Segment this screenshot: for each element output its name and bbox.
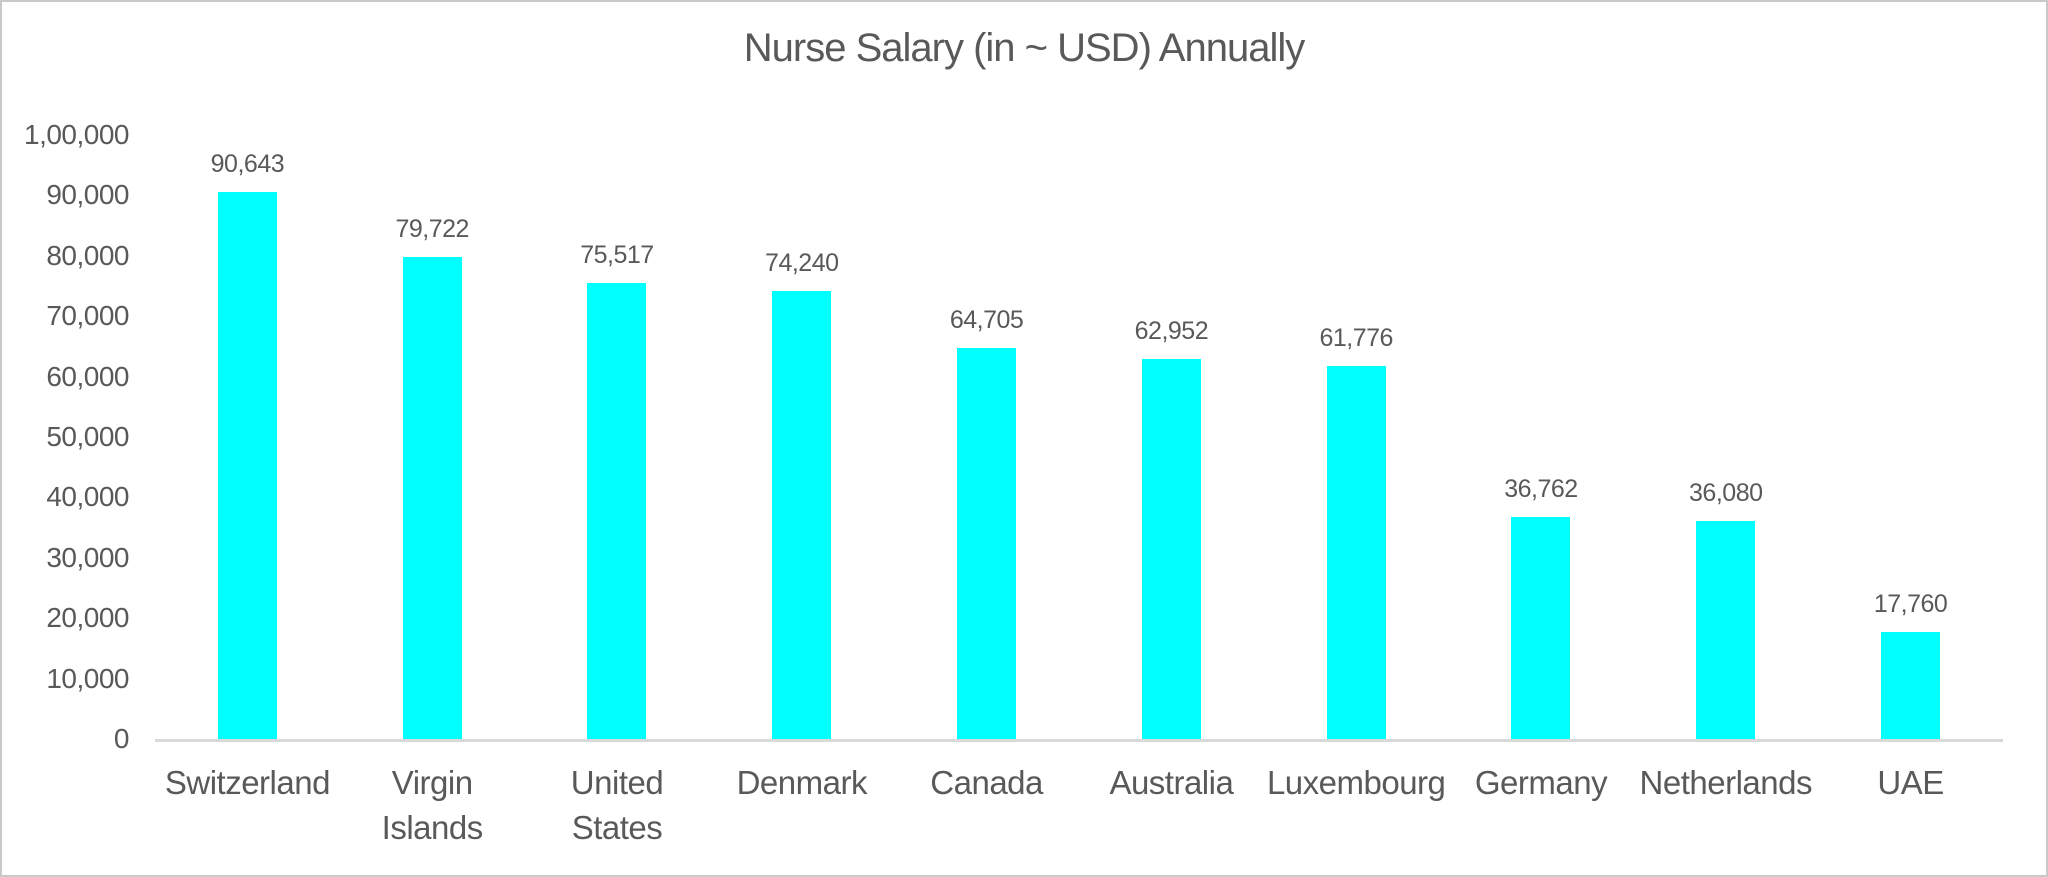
- bar-value-label: 61,776: [1319, 323, 1393, 352]
- x-category-label: Australia: [1109, 764, 1234, 801]
- bar: [772, 290, 832, 739]
- y-tick-label: 80,000: [46, 239, 129, 271]
- y-tick-label: 40,000: [46, 481, 129, 513]
- bar-value-label: 90,643: [210, 149, 285, 178]
- bar: [1696, 521, 1756, 739]
- y-tick-label: 50,000: [46, 421, 129, 452]
- y-tick-label: 10,000: [46, 662, 129, 694]
- x-axis-line: [155, 739, 2003, 742]
- bar: [402, 257, 462, 739]
- bar: [217, 191, 277, 739]
- bar-value-label: 74,240: [765, 248, 839, 277]
- bar: [587, 282, 647, 739]
- bar-group: 75,517: [525, 135, 710, 739]
- y-tick-label: 20,000: [46, 602, 129, 634]
- x-axis: Switzerland Virgin Islands United States De…: [155, 761, 2003, 850]
- x-category-label: United States: [570, 764, 664, 846]
- x-category-label: Germany: [1474, 764, 1608, 801]
- bar-group: 79,722: [340, 135, 525, 739]
- bar: [1326, 365, 1386, 739]
- x-category-label: Netherlands: [1639, 764, 1813, 801]
- x-category-label: Switzerland: [164, 764, 331, 801]
- y-tick-label: 70,000: [46, 300, 129, 332]
- bar-group: 17,760: [1818, 135, 2003, 739]
- bar-group: 90,643: [155, 135, 340, 739]
- chart-title: Nurse Salary (in ~ USD) Annually: [743, 26, 1305, 70]
- bar-group: 36,080: [1633, 135, 1818, 739]
- bar-group: 36,762: [1449, 135, 1634, 739]
- x-category-label: UAE: [1877, 764, 1944, 801]
- bar-series: 90,643 79,722 75,517 74,240 64,705 62,952 61,7…: [155, 135, 2003, 739]
- bar-value-label: 17,760: [1873, 589, 1948, 618]
- bar-group: 74,240: [709, 135, 894, 739]
- bar: [1511, 516, 1571, 739]
- bar-group: 64,705: [894, 135, 1079, 739]
- x-category-label: Luxembourg: [1266, 764, 1446, 801]
- bar-value-label: 79,722: [395, 215, 469, 244]
- y-tick-label: 60,000: [46, 360, 129, 392]
- bar-group: 62,952: [1079, 135, 1264, 739]
- bar-group: 61,776: [1264, 135, 1449, 739]
- bar-value-label: 75,517: [580, 240, 654, 269]
- y-tick-label: 90,000: [46, 179, 129, 211]
- y-tick-label: 30,000: [46, 541, 129, 573]
- x-category-label: Denmark: [736, 764, 868, 801]
- y-tick-label: 1,00,000: [24, 119, 130, 150]
- plot-area: 0 10,000 20,000 30,000 40,000 50,000 60,000 70,…: [24, 119, 2003, 846]
- y-tick-label: 0: [113, 723, 130, 754]
- x-category-label: Canada: [930, 764, 1043, 801]
- bar-value-label: 36,762: [1504, 474, 1578, 503]
- bar-value-label: 36,080: [1689, 479, 1763, 508]
- bar-value-label: 62,952: [1134, 316, 1209, 345]
- bar: [957, 348, 1017, 739]
- bar-value-label: 64,705: [949, 306, 1024, 335]
- bar: [1141, 358, 1201, 739]
- x-category-label: Virgin Islands: [381, 764, 484, 846]
- bar: [1881, 631, 1941, 739]
